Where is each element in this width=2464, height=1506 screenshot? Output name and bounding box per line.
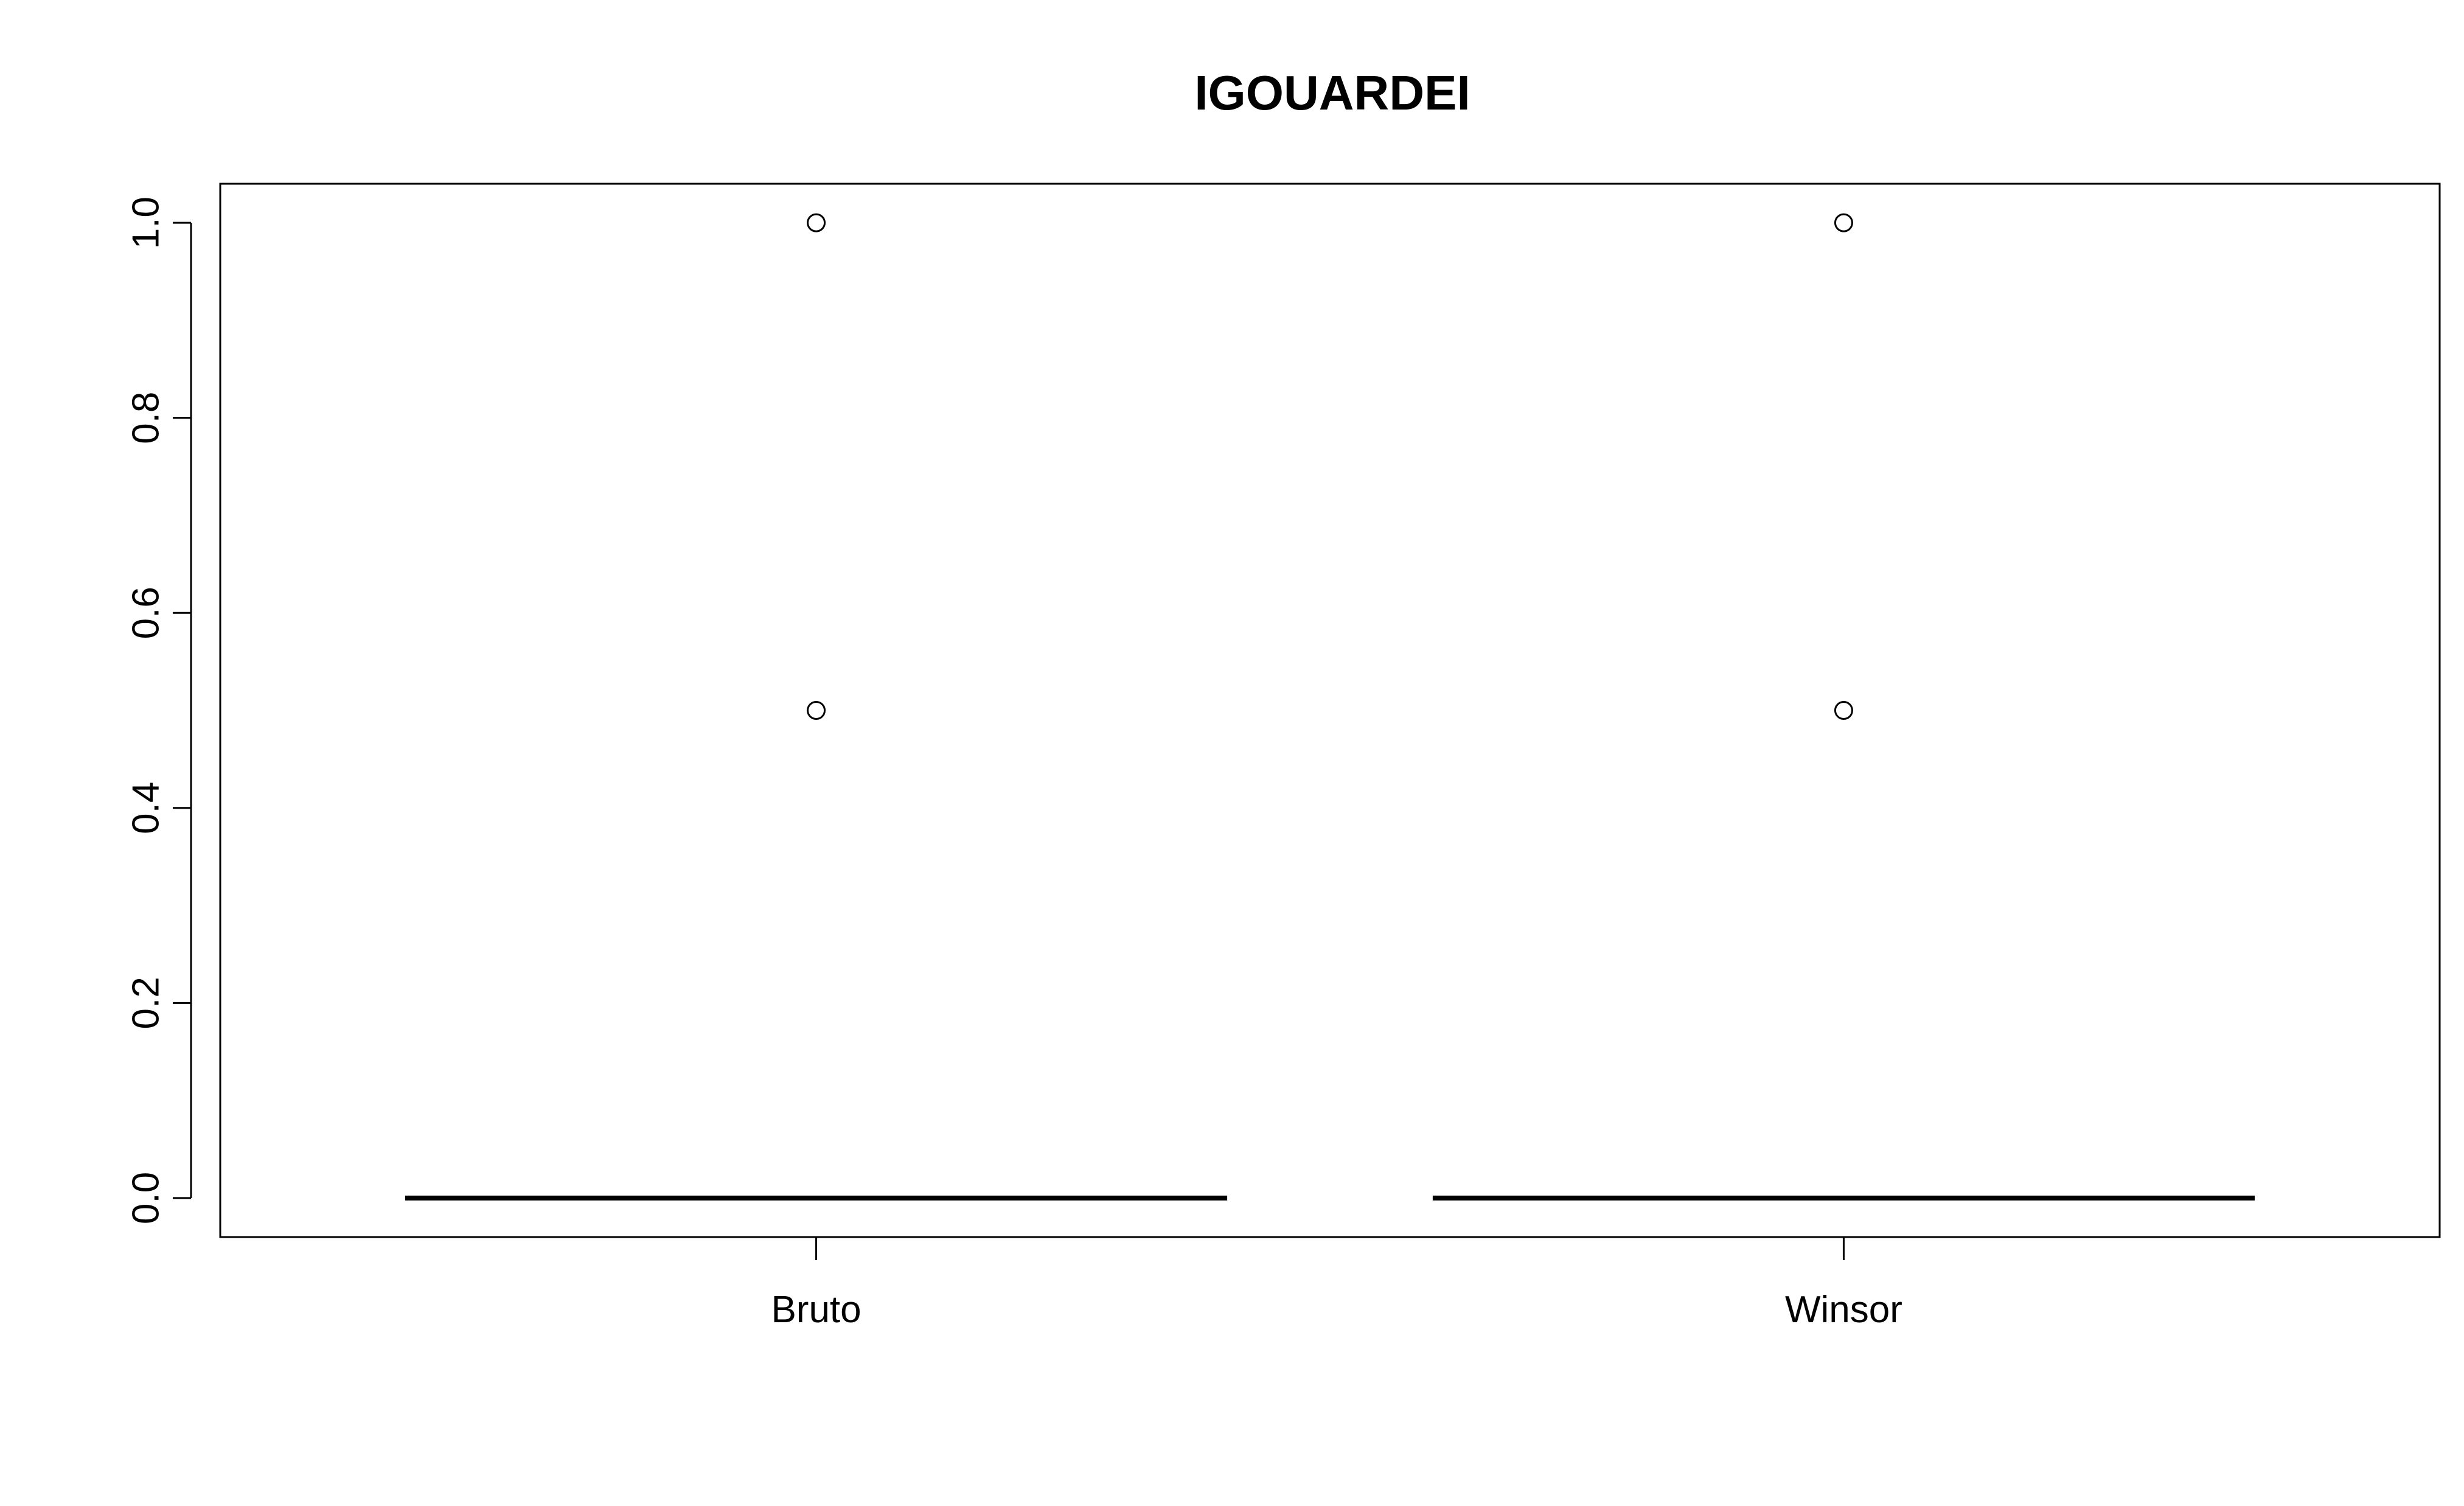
y-tick-label: 0.2 xyxy=(125,977,167,1029)
y-tick-label: 1.0 xyxy=(125,197,167,249)
y-tick-label: 0.6 xyxy=(125,587,167,639)
outlier-point xyxy=(807,213,826,232)
x-category-label: Winsor xyxy=(1785,1289,1902,1331)
y-tick-label: 0.8 xyxy=(125,392,167,444)
box-bruto xyxy=(405,213,1228,1201)
y-tick-label: 0.0 xyxy=(125,1172,167,1224)
outlier-point xyxy=(807,701,826,720)
box-winsor xyxy=(1432,213,2255,1201)
outlier-point xyxy=(1834,213,1853,232)
box-series xyxy=(405,213,2255,1201)
x-axis: Bruto Winsor xyxy=(771,1237,1902,1331)
outlier-point xyxy=(1834,701,1853,720)
y-axis: 0.0 0.2 0.4 0.6 0.8 1.0 xyxy=(125,197,192,1224)
chart-title: IGOUARDEI xyxy=(1194,66,1470,120)
plot-frame xyxy=(219,183,2441,1238)
x-category-label: Bruto xyxy=(771,1289,861,1331)
y-tick-label: 0.4 xyxy=(125,782,167,834)
